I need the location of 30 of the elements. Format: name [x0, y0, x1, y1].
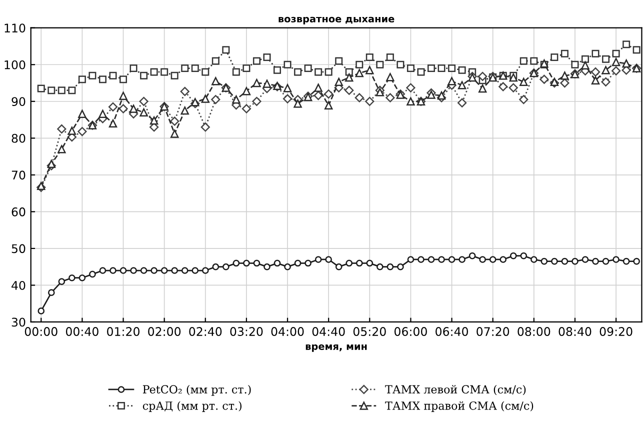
x-tick-label: 03:20 [230, 327, 263, 336]
y-tick-label: 100 [4, 60, 26, 70]
x-axis-title: время, мин [306, 344, 367, 352]
y-tick-label: 60 [12, 207, 26, 216]
x-tick-label: 02:40 [189, 327, 222, 336]
x-tick-label: 02:00 [148, 327, 181, 336]
x-tick-label: 08:40 [558, 327, 592, 336]
chart-title: возвратное дыхание [278, 16, 394, 24]
legend-label: ТАМХ правой СМА (см/с) [385, 401, 534, 412]
x-tick-label: 09:20 [600, 327, 632, 336]
y-tick-label: 110 [4, 24, 26, 33]
y-tick-label: 30 [12, 318, 26, 327]
x-tick-label: 04:40 [312, 327, 345, 336]
x-tick-label: 08:00 [518, 327, 550, 336]
x-tick-label: 05:20 [353, 327, 386, 336]
x-tick-label: 07:20 [476, 327, 510, 336]
y-tick-label: 40 [12, 280, 26, 290]
y-tick-label: 50 [12, 244, 26, 254]
legend-label: срАД (мм рт. ст.) [142, 401, 242, 412]
y-tick-label: 90 [12, 97, 26, 106]
legend-label: ТАМХ левой СМА (см/с) [385, 384, 526, 396]
x-tick-label: 00:00 [24, 327, 58, 336]
y-tick-label: 80 [12, 134, 26, 143]
x-tick-label: 01:20 [107, 327, 140, 336]
legend-label: PetCO₂ (мм рт. ст.) [142, 384, 251, 396]
x-tick-label: 06:40 [436, 327, 468, 336]
x-tick-label: 00:40 [66, 327, 98, 336]
x-tick-label: 04:00 [271, 327, 304, 336]
x-tick-label: 06:00 [394, 327, 427, 336]
y-tick-label: 70 [12, 170, 26, 180]
